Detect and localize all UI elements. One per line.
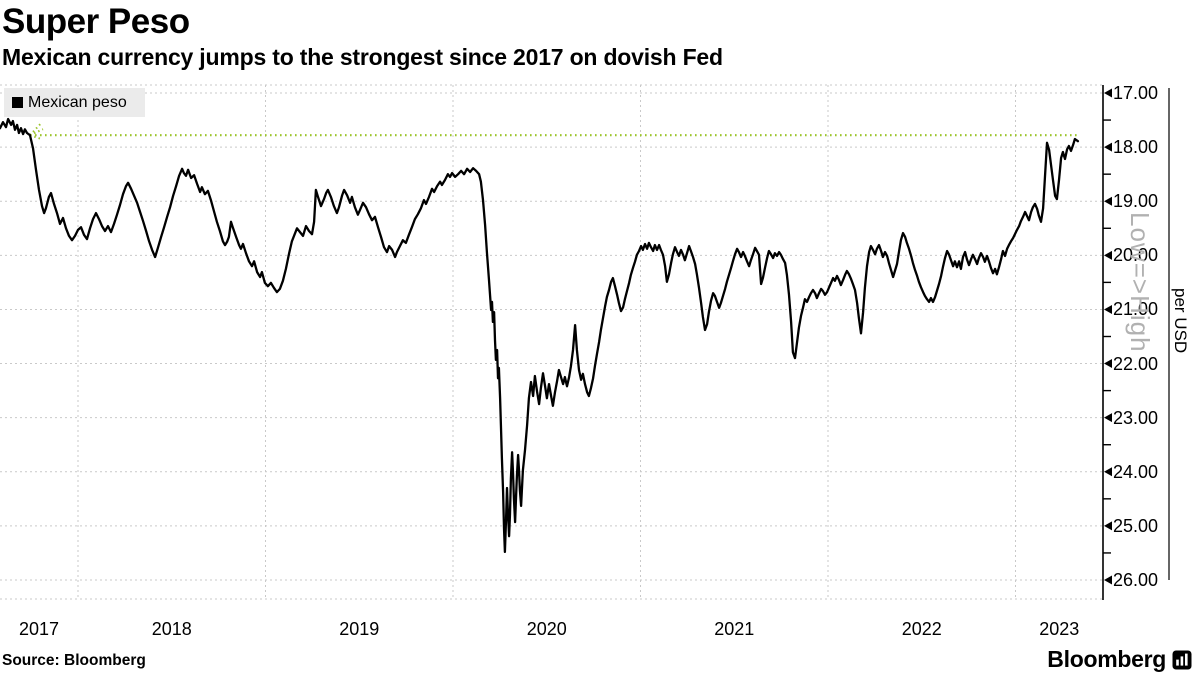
y-tick-label: 19.00 [1113, 191, 1159, 212]
x-year-label: 2019 [339, 619, 380, 639]
y-tick-label: 26.00 [1113, 569, 1159, 590]
x-year-label: 2020 [526, 619, 567, 639]
axis-direction-watermark: Low=>High [1125, 212, 1155, 353]
x-year-label: 2023 [1039, 619, 1080, 639]
y-major-tick-arrow [1104, 359, 1112, 369]
y-major-tick-arrow [1104, 521, 1112, 531]
y-tick-label: 24.00 [1113, 461, 1159, 482]
y-tick-label: 22.00 [1113, 353, 1159, 374]
bloomberg-wordmark: Bloomberg [1047, 646, 1166, 672]
y-tick-label: 21.00 [1113, 299, 1159, 320]
bloomberg-brand: Bloomberg [1047, 646, 1192, 673]
y-major-tick-arrow [1104, 88, 1112, 98]
y-major-tick-arrow [1104, 575, 1112, 585]
y-major-tick-arrow [1104, 196, 1112, 206]
y-major-tick-arrow [1104, 304, 1112, 314]
y-major-tick-arrow [1104, 250, 1112, 260]
y-tick-label: 18.00 [1113, 137, 1159, 158]
page-title: Super Peso [2, 2, 190, 41]
source-credit: Source: Bloomberg [2, 652, 146, 669]
x-year-label: 2018 [151, 619, 192, 639]
x-year-label: 2021 [714, 619, 755, 639]
y-tick-label: 20.00 [1113, 245, 1159, 266]
y-major-tick-arrow [1104, 467, 1112, 477]
y-tick-label: 17.00 [1113, 83, 1159, 103]
bloomberg-logo-icon [1172, 650, 1192, 669]
legend-box: Mexican peso [4, 88, 145, 117]
y-axis-title: per USD [1171, 288, 1190, 354]
y-major-tick-arrow [1104, 142, 1112, 152]
reference-fan [29, 121, 43, 136]
price-line-mexican-peso [0, 117, 1080, 554]
chart-subtitle: Mexican currency jumps to the strongest … [2, 44, 723, 70]
y-tick-label: 25.00 [1113, 515, 1159, 536]
x-year-label: 2017 [18, 619, 60, 639]
y-major-tick-arrow [1104, 413, 1112, 423]
legend-swatch-icon [12, 97, 23, 108]
y-tick-label: 23.00 [1113, 407, 1159, 428]
x-year-label: 2022 [901, 619, 942, 639]
legend-label: Mexican peso [28, 93, 127, 111]
